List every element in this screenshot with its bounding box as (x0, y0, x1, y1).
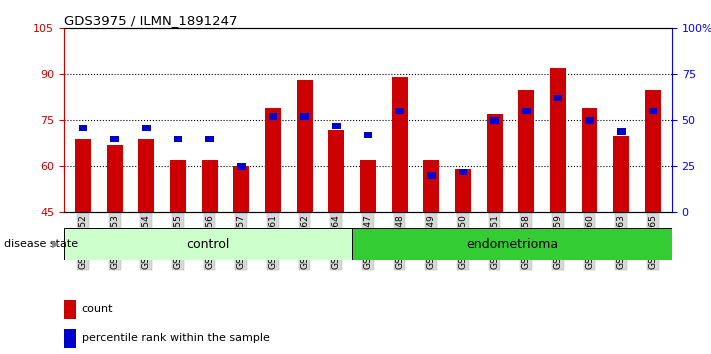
Bar (173, 136, 182, 142)
Text: GDS3975 / ILMN_1891247: GDS3975 / ILMN_1891247 (64, 14, 237, 27)
Text: endometrioma: endometrioma (466, 238, 558, 251)
Bar (139, 139, 154, 212)
Text: disease state: disease state (4, 239, 77, 249)
Bar (427, 172, 436, 179)
Bar (554, 95, 562, 102)
Bar (459, 169, 467, 175)
Bar (79, 125, 87, 131)
Bar (296, 80, 313, 212)
Bar (75, 139, 91, 212)
Text: control: control (186, 238, 230, 251)
Bar (585, 117, 594, 124)
Bar (269, 114, 277, 120)
Bar (518, 90, 534, 212)
Bar (110, 136, 119, 142)
Bar (142, 125, 151, 131)
Bar (648, 108, 657, 114)
Bar (392, 78, 407, 212)
Bar (205, 136, 214, 142)
Bar (522, 108, 530, 114)
Bar (352, 228, 672, 260)
Bar (455, 170, 471, 212)
Bar (233, 166, 250, 212)
Bar (64, 300, 76, 319)
Bar (64, 228, 352, 260)
Bar (64, 329, 76, 348)
Bar (360, 160, 376, 212)
Bar (550, 68, 566, 212)
Bar (617, 128, 626, 135)
Bar (237, 163, 245, 170)
Bar (582, 108, 597, 212)
Bar (363, 132, 373, 138)
Bar (423, 160, 439, 212)
Bar (170, 160, 186, 212)
Bar (332, 123, 341, 129)
Bar (265, 108, 281, 212)
Bar (300, 114, 309, 120)
Bar (486, 114, 503, 212)
Bar (491, 117, 499, 124)
Text: count: count (82, 304, 113, 314)
Bar (328, 130, 344, 212)
Bar (395, 108, 404, 114)
Bar (202, 160, 218, 212)
Bar (107, 145, 122, 212)
Bar (614, 136, 629, 212)
Text: percentile rank within the sample: percentile rank within the sample (82, 333, 269, 343)
Text: ▶: ▶ (52, 239, 60, 249)
Bar (645, 90, 661, 212)
